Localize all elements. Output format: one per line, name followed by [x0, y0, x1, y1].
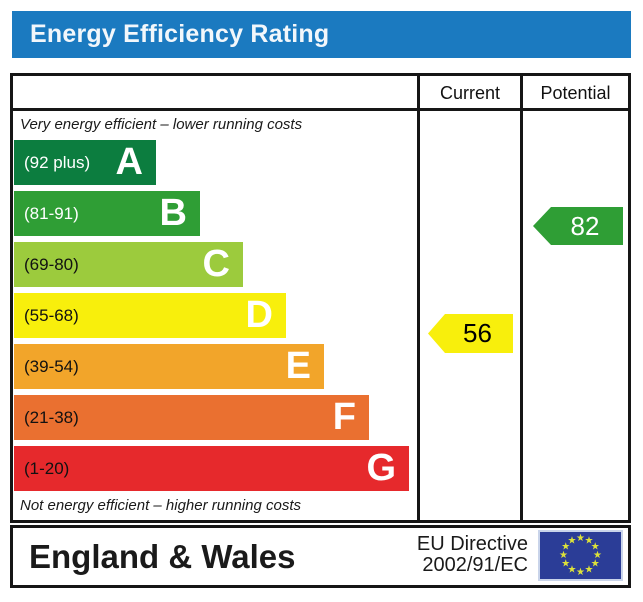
band-c-range: (69-80): [24, 254, 79, 274]
band-g: (1-20) G: [14, 446, 409, 491]
eu-flag-star: ★: [561, 558, 571, 569]
current-column-divider: [417, 76, 420, 520]
potential-column-header: Potential: [540, 83, 611, 103]
eu-flag-star: ★: [590, 558, 600, 569]
page-title: Energy Efficiency Rating: [30, 20, 330, 48]
eu-directive-line2: 2002/91/EC: [422, 554, 528, 576]
eu-flag-star: ★: [567, 534, 577, 546]
band-b-letter: B: [159, 192, 187, 234]
current-rating-value: 56: [463, 318, 492, 348]
eu-flag-star: ★: [567, 564, 577, 576]
top-note: Very energy efficient – lower running co…: [20, 116, 303, 133]
eu-flag-star: ★: [576, 532, 585, 544]
header-row-divider: [13, 108, 628, 111]
band-f-range: (21-38): [24, 407, 79, 427]
current-column-header: Current: [439, 83, 501, 103]
eu-flag-star: ★: [559, 549, 568, 561]
band-a-letter: A: [115, 141, 143, 183]
eu-flag-star: ★: [584, 534, 594, 546]
band-g-range: (1-20): [24, 458, 70, 478]
title-bar: Energy Efficiency Rating: [12, 11, 631, 58]
band-e: (39-54) E: [14, 344, 324, 389]
eu-directive-label: EU Directive 2002/91/EC: [417, 534, 528, 576]
eu-directive-line1: EU Directive: [416, 533, 528, 555]
eu-flag-icon: ★ ★ ★ ★ ★ ★ ★ ★ ★ ★ ★ ★: [538, 530, 623, 581]
footer-bar: England & Wales EU Directive 2002/91/EC …: [10, 525, 631, 588]
eu-flag-star: ★: [584, 564, 594, 576]
current-rating-arrow: 56: [428, 314, 513, 353]
band-f-letter: F: [332, 396, 356, 438]
band-a-range: (92 plus): [24, 152, 91, 172]
region-label: England & Wales: [29, 538, 296, 575]
potential-rating-value: 82: [570, 210, 600, 241]
eu-flag-star: ★: [593, 549, 602, 561]
band-b-range: (81-91): [24, 203, 79, 223]
band-e-letter: E: [285, 345, 311, 387]
band-c: (69-80) C: [14, 242, 243, 287]
band-a: (92 plus) A: [14, 140, 156, 185]
eu-flag-star: ★: [590, 541, 600, 552]
rating-table: Current Potential Very energy efficient …: [10, 73, 631, 523]
eu-flag-star: ★: [561, 541, 571, 552]
band-d: (55-68) D: [14, 293, 286, 338]
potential-column-divider: [520, 76, 523, 520]
band-b: (81-91) B: [14, 191, 200, 236]
eu-flag-star: ★: [576, 566, 585, 578]
band-g-letter: G: [366, 447, 396, 489]
band-d-letter: D: [245, 294, 273, 336]
band-e-range: (39-54): [24, 356, 79, 376]
band-c-letter: C: [202, 243, 230, 285]
bottom-note: Not energy efficient – higher running co…: [20, 497, 301, 514]
band-d-range: (55-68): [24, 305, 79, 325]
band-f: (21-38) F: [14, 395, 369, 440]
potential-rating-arrow: 82: [533, 207, 623, 245]
